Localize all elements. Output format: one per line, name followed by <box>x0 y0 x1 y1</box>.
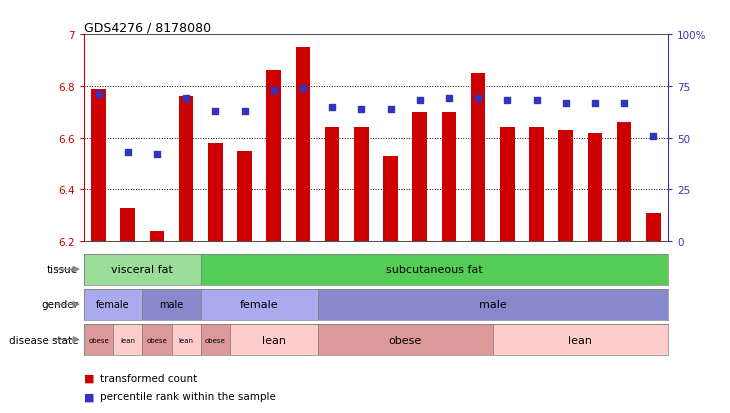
Bar <box>296 48 310 242</box>
Bar <box>201 324 230 355</box>
Bar <box>84 324 113 355</box>
Bar <box>230 324 318 355</box>
Text: female: female <box>96 299 130 310</box>
Text: transformed count: transformed count <box>100 373 197 383</box>
Bar <box>172 324 201 355</box>
Text: lean: lean <box>120 337 135 343</box>
Bar <box>493 324 668 355</box>
Point <box>210 108 221 115</box>
Point <box>531 98 542 104</box>
Bar <box>150 231 164 242</box>
Bar <box>91 89 106 242</box>
Point <box>385 106 396 113</box>
Bar <box>442 113 456 242</box>
Bar <box>383 157 398 242</box>
Text: percentile rank within the sample: percentile rank within the sample <box>100 392 276 401</box>
Bar <box>208 144 223 242</box>
Point <box>180 96 192 102</box>
Text: male: male <box>159 299 184 310</box>
Text: obese: obese <box>388 335 422 345</box>
Bar <box>113 324 142 355</box>
Text: obese: obese <box>147 337 167 343</box>
Point <box>93 92 104 98</box>
Bar <box>201 289 318 320</box>
Bar <box>646 213 661 242</box>
Bar <box>84 254 201 285</box>
Bar <box>412 113 427 242</box>
Point <box>297 85 309 92</box>
Point <box>589 100 601 107</box>
Text: subcutaneous fat: subcutaneous fat <box>386 264 483 275</box>
Bar <box>500 128 515 242</box>
Bar <box>617 123 631 242</box>
Bar <box>588 133 602 242</box>
Point <box>268 88 280 94</box>
Text: male: male <box>479 299 507 310</box>
Text: lean: lean <box>179 337 193 343</box>
Text: gender: gender <box>41 299 78 310</box>
Bar <box>558 131 573 242</box>
Bar <box>318 324 493 355</box>
Point <box>443 96 455 102</box>
Text: disease state: disease state <box>9 335 78 345</box>
Point <box>414 98 426 104</box>
Bar <box>266 71 281 242</box>
Point <box>560 100 572 107</box>
Text: obese: obese <box>88 337 109 343</box>
Text: obese: obese <box>205 337 226 343</box>
Point <box>326 104 338 111</box>
Point <box>618 100 630 107</box>
Bar <box>201 254 668 285</box>
Text: GDS4276 / 8178080: GDS4276 / 8178080 <box>84 21 211 34</box>
Bar <box>142 324 172 355</box>
Bar <box>179 97 193 242</box>
Point <box>122 150 134 156</box>
Bar <box>471 74 485 242</box>
Bar <box>142 289 201 320</box>
Text: female: female <box>240 299 278 310</box>
Point <box>356 106 367 113</box>
Text: visceral fat: visceral fat <box>112 264 173 275</box>
Bar <box>84 289 142 320</box>
Point <box>239 108 250 115</box>
Text: lean: lean <box>262 335 285 345</box>
Bar <box>237 151 252 242</box>
Point <box>472 96 484 102</box>
Point <box>151 152 163 158</box>
Bar <box>120 208 135 242</box>
Bar <box>325 128 339 242</box>
Text: tissue: tissue <box>47 264 78 275</box>
Point <box>502 98 513 104</box>
Bar <box>318 289 668 320</box>
Bar <box>529 128 544 242</box>
Point <box>648 133 659 140</box>
Text: lean: lean <box>569 335 592 345</box>
Text: ■: ■ <box>84 392 94 401</box>
Bar <box>354 128 369 242</box>
Text: ■: ■ <box>84 373 94 383</box>
